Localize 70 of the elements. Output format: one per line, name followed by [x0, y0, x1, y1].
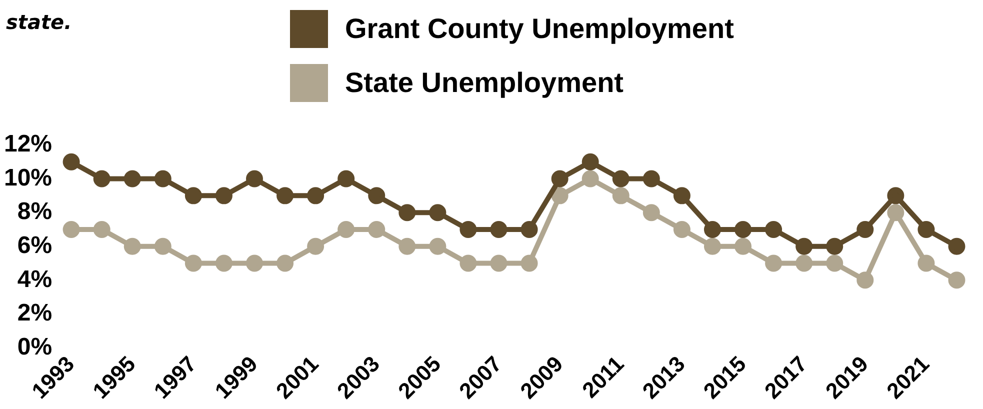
- point: [93, 220, 110, 238]
- point: [826, 238, 844, 255]
- point: [338, 220, 355, 238]
- y-tick-label: 8%: [17, 198, 52, 226]
- point: [948, 238, 966, 255]
- point: [246, 170, 263, 188]
- point: [154, 238, 172, 255]
- point: [246, 254, 263, 272]
- point: [796, 238, 813, 255]
- point: [307, 238, 324, 255]
- point: [887, 187, 904, 204]
- point: [582, 153, 599, 170]
- point: [62, 153, 80, 170]
- point: [124, 238, 141, 255]
- point: [490, 220, 508, 238]
- y-tick-label: 0%: [17, 333, 52, 360]
- y-tick-label: 12%: [4, 130, 52, 158]
- point: [704, 238, 721, 255]
- point: [490, 254, 508, 272]
- point: [796, 254, 813, 272]
- point: [398, 204, 416, 222]
- legend-label: Grant County Unemployment: [345, 13, 734, 45]
- point: [398, 238, 416, 255]
- point: [887, 204, 904, 222]
- point: [765, 220, 782, 238]
- point: [460, 254, 477, 272]
- point: [918, 220, 935, 238]
- point: [154, 170, 172, 188]
- point: [551, 187, 568, 204]
- point: [215, 187, 232, 204]
- point: [368, 220, 386, 238]
- point: [368, 187, 386, 204]
- point: [612, 170, 630, 188]
- point: [520, 254, 538, 272]
- point: [62, 220, 80, 238]
- point: [612, 187, 630, 204]
- point: [307, 187, 324, 204]
- point: [460, 220, 477, 238]
- point: [429, 238, 446, 255]
- y-tick-label: 4%: [17, 266, 52, 293]
- point: [184, 187, 202, 204]
- point: [520, 220, 538, 238]
- point: [826, 254, 844, 272]
- point: [948, 272, 966, 289]
- point: [765, 254, 782, 272]
- point: [276, 254, 294, 272]
- legend-label: State Unemployment: [345, 67, 624, 99]
- point: [551, 170, 568, 188]
- point: [93, 170, 110, 188]
- point: [582, 170, 599, 188]
- point: [124, 170, 141, 188]
- point: [673, 220, 690, 238]
- point: [215, 254, 232, 272]
- point: [856, 220, 874, 238]
- point: [429, 204, 446, 222]
- point: [184, 254, 202, 272]
- point: [642, 170, 660, 188]
- y-tick-label: 10%: [4, 164, 52, 192]
- point: [276, 187, 294, 204]
- point: [856, 272, 874, 289]
- y-tick-label: 2%: [17, 300, 52, 327]
- point: [673, 187, 690, 204]
- point: [918, 254, 935, 272]
- point: [734, 220, 752, 238]
- y-tick-label: 6%: [17, 232, 52, 259]
- point: [734, 238, 752, 255]
- point: [704, 220, 721, 238]
- point: [338, 170, 355, 188]
- text: state.: [6, 10, 72, 34]
- point: [642, 204, 660, 222]
